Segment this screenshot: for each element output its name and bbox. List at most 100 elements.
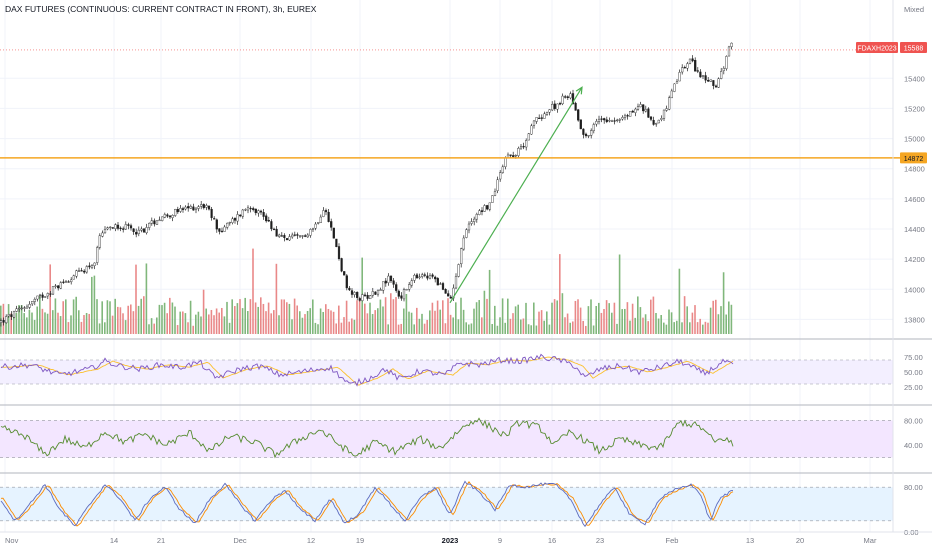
volume-bar <box>637 296 639 334</box>
candle-body <box>197 206 200 209</box>
volume-bar <box>83 315 85 334</box>
volume-bar <box>660 315 662 334</box>
candle-body <box>457 264 460 277</box>
volume-bar <box>52 310 54 334</box>
candle-body <box>150 220 153 224</box>
volume-bar <box>600 312 603 334</box>
volume-bar <box>291 319 293 334</box>
candle-body <box>166 214 169 217</box>
volume-bar <box>140 298 142 334</box>
volume-bar <box>468 324 470 334</box>
volume-bar <box>322 311 324 334</box>
candle-body <box>77 270 81 272</box>
volume-bar <box>543 320 545 334</box>
volume-bar <box>306 310 309 334</box>
candle-body <box>33 299 36 302</box>
candle-body <box>475 213 478 220</box>
candle-body <box>501 166 504 173</box>
volume-bar <box>85 312 88 334</box>
volume-bar <box>392 299 395 334</box>
candle-body <box>699 71 702 78</box>
volume-bar <box>93 275 96 334</box>
pane-separators[interactable] <box>0 338 932 474</box>
volume-bar <box>509 318 512 334</box>
candle-body <box>36 295 39 300</box>
volume-bar <box>28 309 31 334</box>
price-tick-label: 14800 <box>904 165 925 174</box>
candle-body <box>296 234 299 236</box>
candle-body <box>397 290 400 297</box>
stochastic-pane[interactable]: 80.000.00 <box>0 480 923 537</box>
volume-bar <box>57 312 59 334</box>
candle-body <box>233 218 237 221</box>
candle-body <box>298 235 302 237</box>
candle-body <box>701 75 705 77</box>
candle-body <box>496 179 499 191</box>
volume-bar <box>280 299 283 334</box>
volume-bar <box>644 314 647 334</box>
rsi-pane[interactable]: 75.00 50.00 25.00 <box>0 353 923 392</box>
candle-body <box>59 282 62 289</box>
candle-body <box>543 113 546 119</box>
candle-body <box>629 111 632 117</box>
candle-body <box>483 205 486 212</box>
candle-body <box>590 130 593 136</box>
volume-bar <box>655 312 657 334</box>
price-axis[interactable]: 15400 15200 15000 14800 14600 14400 14200 14000… <box>904 74 925 324</box>
candle-body <box>158 219 161 222</box>
candle-body <box>551 104 554 111</box>
candle-body <box>652 119 655 125</box>
candle-body <box>7 314 10 317</box>
volume-bar <box>150 318 153 334</box>
volume-bar <box>265 311 267 334</box>
trend-arrow[interactable] <box>449 86 583 304</box>
candle-body <box>613 120 616 122</box>
candle-body <box>530 125 533 135</box>
volume-bar <box>148 324 150 334</box>
candle-body <box>363 294 367 296</box>
candle-body <box>439 283 442 285</box>
volume-bar <box>132 311 135 334</box>
time-axis[interactable]: Nov 14 21 Dec 12 19 2023 9 16 23 Feb 13 20 Mar <box>5 536 877 545</box>
candle-body <box>449 296 452 299</box>
volume-bar <box>616 323 618 334</box>
candle-body <box>54 285 57 287</box>
volume-bar <box>384 297 387 334</box>
volume-bar <box>15 312 18 334</box>
volume-bar <box>288 303 291 334</box>
candle-body <box>44 296 47 298</box>
volume-bar <box>722 272 725 334</box>
volume-bar <box>166 313 168 334</box>
candle-body <box>301 235 304 237</box>
candle-body <box>462 237 465 250</box>
volume-bar <box>114 298 116 334</box>
price-tick-label: 13800 <box>904 315 925 324</box>
volume-bar <box>546 311 548 334</box>
scale-mode-label[interactable]: Mixed <box>904 5 924 14</box>
volume-bar <box>696 322 699 334</box>
oscillator-pane[interactable]: 80.00 40.00 <box>0 416 923 459</box>
candle-body <box>644 109 647 112</box>
volume-bar <box>278 315 280 334</box>
volume-bar <box>390 293 392 334</box>
candle-body <box>85 266 88 273</box>
candle-body <box>236 214 239 222</box>
volume-bar <box>566 313 569 334</box>
candle-body <box>379 289 382 291</box>
volume-bar <box>530 325 532 334</box>
volume-bar <box>23 313 25 334</box>
candle-body <box>293 234 296 236</box>
candle-body <box>426 275 429 279</box>
volume-bar <box>405 293 408 334</box>
candle-body <box>306 234 309 238</box>
volume-bar <box>254 302 257 334</box>
candle-body <box>730 42 733 47</box>
candle-body <box>132 228 135 232</box>
candle-body <box>163 214 166 218</box>
volume-bar <box>182 311 184 334</box>
volume-bar <box>683 296 686 334</box>
volume-bar <box>377 308 379 334</box>
candle-body <box>46 293 49 297</box>
